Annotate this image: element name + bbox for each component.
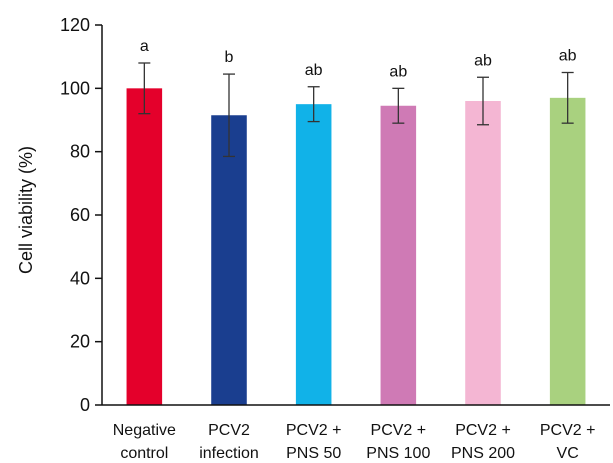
bar	[465, 101, 501, 405]
y-tick-label: 0	[80, 395, 90, 415]
y-tick-label: 120	[60, 15, 90, 35]
x-category-label: PCV2 + VC	[540, 422, 596, 462]
significance-letter: b	[225, 49, 234, 66]
x-category-label: PCV2 infection	[199, 422, 259, 462]
error-bars	[138, 62, 574, 158]
y-tick-label: 80	[70, 142, 90, 162]
x-category-label: Negative control	[113, 422, 176, 462]
y-tick-label: 100	[60, 78, 90, 98]
significance-letter: ab	[305, 62, 323, 79]
bar	[126, 88, 163, 405]
y-tick-label: 20	[70, 332, 90, 352]
x-category-label: PCV2 + PNS 200	[451, 422, 515, 462]
bar	[295, 104, 332, 406]
bars	[126, 88, 586, 406]
y-axis-ticks: 0 20 40 60 80 100 120	[60, 15, 102, 415]
bar	[211, 115, 247, 405]
x-category-label: PCV2 + PNS 50	[286, 422, 342, 462]
significance-letter: a	[140, 38, 149, 55]
significance-letter: ab	[559, 48, 577, 65]
y-tick-label: 60	[70, 205, 90, 225]
bar	[380, 105, 417, 405]
significance-letter: ab	[389, 63, 407, 80]
y-tick-label: 40	[70, 268, 90, 288]
x-category-label: PCV2 + PNS 100	[366, 422, 430, 462]
significance-letter: ab	[474, 52, 492, 69]
x-axis-category-labels: Negative control PCV2 infection PCV2 + PNS 50…	[113, 422, 596, 462]
bar	[549, 97, 586, 405]
y-axis-title: Cell viability (%)	[16, 146, 36, 274]
